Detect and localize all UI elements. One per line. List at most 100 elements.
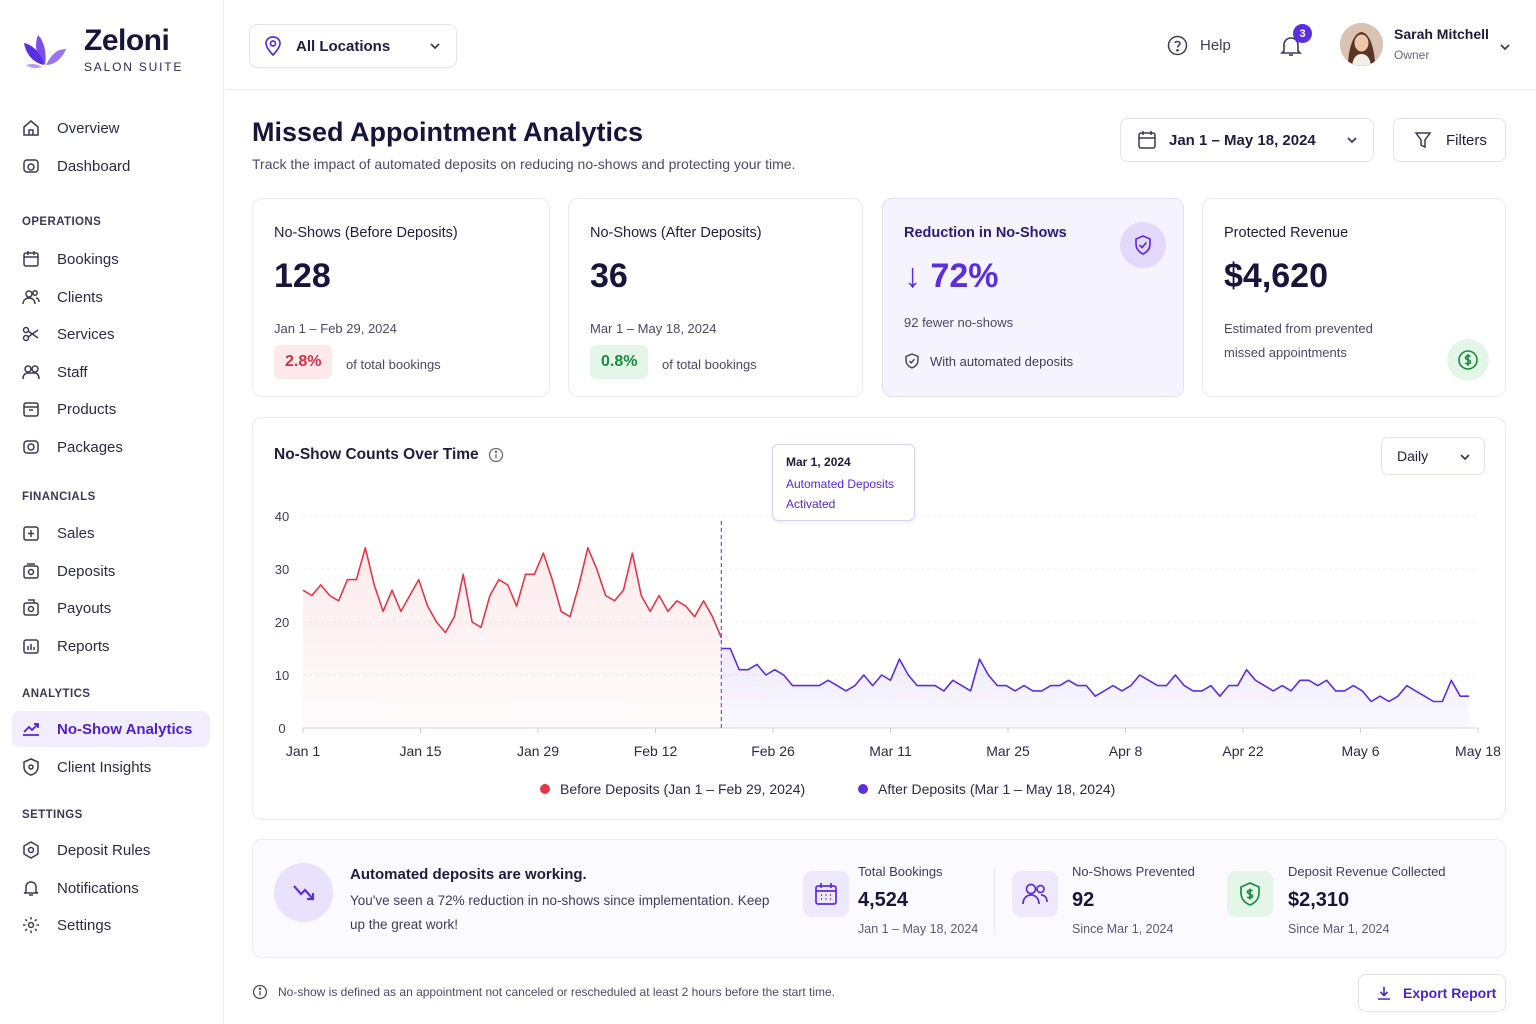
tooltip-date: Mar 1, 2024 — [786, 455, 851, 469]
nav-section-financials: FINANCIALS — [22, 491, 96, 503]
stat-value: 92 — [1072, 889, 1095, 911]
kpi-label: No-Shows (After Deposits) — [590, 225, 762, 241]
sidebar-item-dashboard[interactable]: Dashboard — [12, 148, 210, 184]
filter-icon — [1414, 132, 1432, 149]
help-icon — [1167, 35, 1188, 56]
sidebar-item-client-insights[interactable]: Client Insights — [12, 749, 210, 785]
dollar-icon — [1458, 350, 1478, 370]
legend-item-before[interactable]: Before Deposits (Jan 1 – Feb 29, 2024) — [540, 781, 805, 797]
sidebar-item-deposit-rules[interactable]: Deposit Rules — [12, 832, 210, 868]
line-series-before — [302, 547, 723, 639]
sidebar-item-bookings[interactable]: Bookings — [12, 241, 210, 277]
definition-text: No-show is defined as an appointment not… — [278, 985, 835, 999]
legend-dot-after — [858, 784, 868, 794]
sidebar-item-notifications[interactable]: Notifications — [12, 870, 210, 906]
users-icon — [22, 290, 40, 305]
staff-icon — [22, 365, 40, 380]
stat-sub: Since Mar 1, 2024 — [1072, 922, 1174, 936]
sidebar-item-services[interactable]: Services — [12, 316, 210, 352]
sidebar-item-clients[interactable]: Clients — [12, 279, 210, 315]
box-icon — [23, 402, 39, 417]
chart-marker-tooltip: Mar 1, 2024 Automated Deposits Activated — [772, 444, 915, 521]
trend-icon — [23, 723, 39, 736]
calendar-icon — [815, 883, 837, 905]
kpi-note: With automated deposits — [904, 353, 1073, 369]
sidebar-item-label: Sales — [57, 524, 95, 542]
tooltip-line2: Activated — [786, 497, 836, 511]
x-tick-label: Feb 12 — [634, 743, 678, 759]
stat-icon-wrap — [1012, 871, 1058, 917]
interval-select-value: Daily — [1397, 448, 1429, 464]
stat-value: 4,524 — [858, 889, 909, 911]
tooltip-line1: Automated Deposits — [786, 477, 895, 491]
user-photo-icon — [1340, 23, 1383, 66]
export-report-button[interactable]: Export Report — [1358, 974, 1506, 1012]
sidebar-item-sales[interactable]: Sales — [12, 515, 210, 551]
notification-badge: 3 — [1293, 24, 1312, 43]
brand-logo[interactable]: Zeloni SALON SUITE — [22, 26, 183, 74]
sidebar-item-deposits[interactable]: Deposits — [12, 553, 210, 589]
stat-icon-wrap — [1227, 871, 1273, 917]
sidebar-item-settings[interactable]: Settings — [12, 907, 210, 943]
kpi-value: 36 — [590, 257, 628, 295]
sidebar-item-label: Overview — [57, 119, 120, 137]
stat-label: Deposit Revenue Collected — [1288, 864, 1446, 879]
sidebar-item-reports[interactable]: Reports — [12, 628, 210, 664]
chart-title-text: No-Show Counts Over Time — [274, 446, 479, 463]
report-icon — [23, 639, 39, 654]
legend-item-after[interactable]: After Deposits (Mar 1 – May 18, 2024) — [858, 781, 1115, 797]
sidebar-item-packages[interactable]: Packages — [12, 429, 210, 465]
sidebar-item-payouts[interactable]: Payouts — [12, 590, 210, 626]
avatar[interactable] — [1340, 23, 1383, 66]
x-tick-label: Jan 15 — [399, 743, 441, 759]
chevron-down-icon[interactable] — [1498, 40, 1512, 54]
wallet-icon — [23, 563, 39, 579]
nav-section-settings: SETTINGS — [22, 809, 83, 821]
no-show-line-chart: 0 10 20 30 40 Jan 1 Jan 15 Jan 29 Feb 12 Feb 26 Ma… — [275, 509, 1501, 759]
package-icon — [23, 440, 39, 454]
rules-icon — [23, 841, 39, 859]
info-icon — [252, 984, 268, 1000]
kpi-value: 128 — [274, 257, 331, 295]
notifications-button[interactable]: 3 — [1279, 24, 1312, 63]
kpi-card-revenue: Protected Revenue $4,620 Estimated from … — [1202, 198, 1506, 397]
kpi-card-after: No-Shows (After Deposits) 36 Mar 1 – May… — [568, 198, 863, 397]
x-tick-label: May 6 — [1341, 743, 1379, 759]
chevron-down-icon — [430, 43, 440, 50]
area-before — [303, 547, 722, 728]
sidebar-item-label: Services — [57, 325, 115, 343]
x-tick-label: Apr 8 — [1109, 743, 1143, 759]
payout-icon — [23, 599, 39, 616]
sidebar-item-overview[interactable]: Overview — [12, 110, 210, 146]
area-after — [721, 648, 1470, 728]
sidebar-item-products[interactable]: Products — [12, 391, 210, 427]
stat-sub: Jan 1 – May 18, 2024 — [858, 922, 979, 936]
x-tick-label: Jan 29 — [517, 743, 559, 759]
shield-check-icon — [905, 353, 919, 369]
sidebar-item-no-show-analytics[interactable]: No-Show Analytics — [12, 711, 210, 747]
date-range-picker[interactable]: Jan 1 – May 18, 2024 — [1120, 118, 1374, 162]
interval-select[interactable]: Daily — [1381, 437, 1485, 475]
stat-divider — [994, 868, 995, 934]
info-icon[interactable] — [488, 447, 504, 463]
gauge-icon — [23, 159, 39, 173]
location-select-value: All Locations — [296, 37, 391, 55]
no-show-chart-card: No-Show Counts Over Time Daily 0 10 20 30 40… — [252, 417, 1506, 820]
tooltip-text: Automated Deposits Activated — [786, 474, 901, 514]
legend-label: Before Deposits (Jan 1 – Feb 29, 2024) — [560, 781, 806, 797]
kpi-note-text: With automated deposits — [930, 353, 1074, 369]
sidebar-item-label: Clients — [57, 288, 103, 306]
bell-icon — [1280, 37, 1302, 56]
sidebar-item-staff[interactable]: Staff — [12, 354, 210, 390]
calendar-icon — [1138, 131, 1156, 149]
x-tick-label: Mar 11 — [869, 743, 912, 759]
dollar-badge — [1447, 339, 1489, 381]
insight-icon — [23, 758, 39, 776]
help-link[interactable]: Help — [1167, 35, 1231, 56]
shield-check-badge — [1120, 222, 1166, 268]
location-select[interactable]: All Locations — [249, 24, 457, 68]
y-tick-label: 30 — [275, 562, 289, 577]
x-tick-label: Feb 26 — [751, 743, 795, 759]
sidebar-item-label: Notifications — [57, 879, 139, 897]
filters-button[interactable]: Filters — [1393, 118, 1506, 162]
